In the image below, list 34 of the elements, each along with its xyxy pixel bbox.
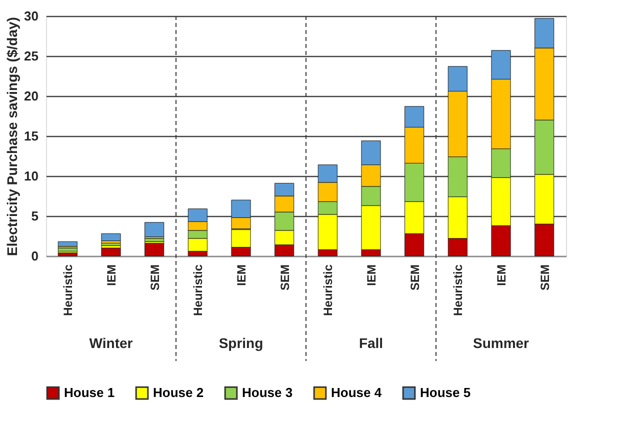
x-tick-label: Heuristic (191, 264, 206, 316)
y-tick-label: 0 (31, 248, 38, 264)
x-tick-label: IEM (104, 264, 118, 286)
x-tick-label: IEM (364, 264, 378, 286)
x-tick-label: Heuristic (451, 264, 466, 316)
y-tick-label: 25 (24, 48, 38, 64)
legend-label: House 3 (242, 385, 293, 400)
bar (101, 233, 121, 242)
y-tick-label: 20 (24, 88, 38, 104)
bar (144, 242, 164, 256)
x-tick-label: IEM (234, 264, 248, 286)
text: Summer (472, 335, 530, 351)
x-tick-label: SEM (408, 264, 422, 291)
text: Winter (89, 335, 134, 351)
text: Fall (358, 335, 384, 351)
text: Spring (218, 335, 264, 351)
y-axis-title: Electricity Purchase savings ($/day) (4, 17, 20, 256)
y-tick-label: 30 (24, 8, 38, 24)
y-tick-label: 10 (24, 168, 38, 184)
bar (58, 252, 78, 256)
legend-label: House 4 (331, 385, 382, 400)
y-tick-label: 15 (24, 128, 38, 144)
x-tick-label: SEM (538, 264, 552, 291)
bar (101, 248, 121, 256)
x-tick-label: SEM (278, 264, 292, 291)
bar (58, 241, 78, 247)
legend-label: House 5 (420, 385, 471, 400)
legend-label: House 2 (153, 385, 204, 400)
legend-label: House 1 (64, 385, 115, 400)
x-tick-label: SEM (148, 264, 162, 291)
x-tick-label: Heuristic (321, 264, 336, 316)
x-tick-label: IEM (494, 264, 508, 286)
x-tick-label: Heuristic (61, 264, 76, 316)
y-tick-label: 5 (31, 208, 38, 224)
